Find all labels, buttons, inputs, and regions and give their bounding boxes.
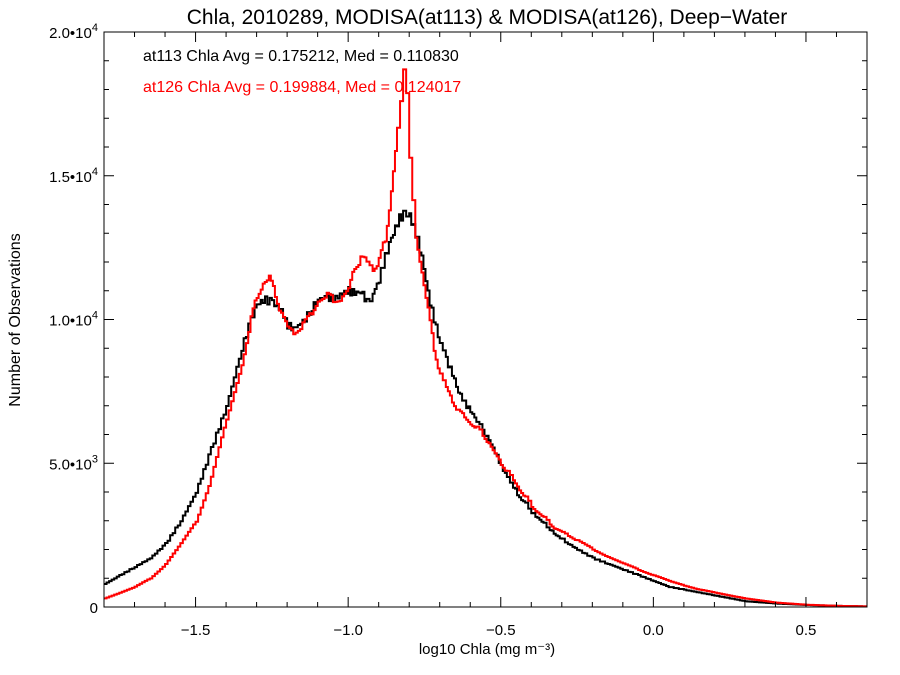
y-tick-mantissa: 1.5•10 [49,169,92,186]
y-tick-mantissa: 1.0•10 [49,313,92,330]
x-axis-label: log10 Chla (mg m⁻³) [419,641,555,658]
x-tick-label: −0.5 [486,622,516,639]
chart-title: Chla, 2010289, MODISA(at113) & MODISA(at… [187,6,788,29]
series-line-2 [104,68,867,608]
y-tick-label: 0 [90,600,98,617]
y-tick-exponent: 4 [92,22,98,34]
y-tick-mantissa: 5.0•10 [49,456,92,473]
x-tick-label: 0.5 [796,622,817,639]
stats-annotation: at113 Chla Avg = 0.175212, Med = 0.11083… [143,48,459,65]
axes: −1.5 −1.0 −0.5 0.0 0.505.0•1031.0•1041.5•104… [49,22,868,639]
stats-annotation: at126 Chla Avg = 0.199884, Med = 0.12401… [143,79,461,96]
y-tick-label: 1.0•104 [49,310,98,330]
series-layer [104,68,867,608]
y-tick-label: 5.0•103 [49,453,98,473]
annotations: at113 Chla Avg = 0.175212, Med = 0.11083… [143,48,461,96]
y-tick-mantissa: 0 [90,600,98,617]
y-tick-exponent: 3 [92,453,98,465]
x-tick-label: 0.0 [643,622,664,639]
y-tick-label: 1.5•104 [49,166,98,186]
y-tick-label: 2.0•104 [49,22,98,42]
x-tick-label: −1.0 [333,622,363,639]
y-axis-label: Number of Observations [7,233,24,406]
y-tick-exponent: 4 [92,310,98,322]
series-line-1 [104,209,867,608]
y-tick-mantissa: 2.0•10 [49,25,92,42]
y-tick-exponent: 4 [92,166,98,178]
x-tick-label: −1.5 [181,622,211,639]
